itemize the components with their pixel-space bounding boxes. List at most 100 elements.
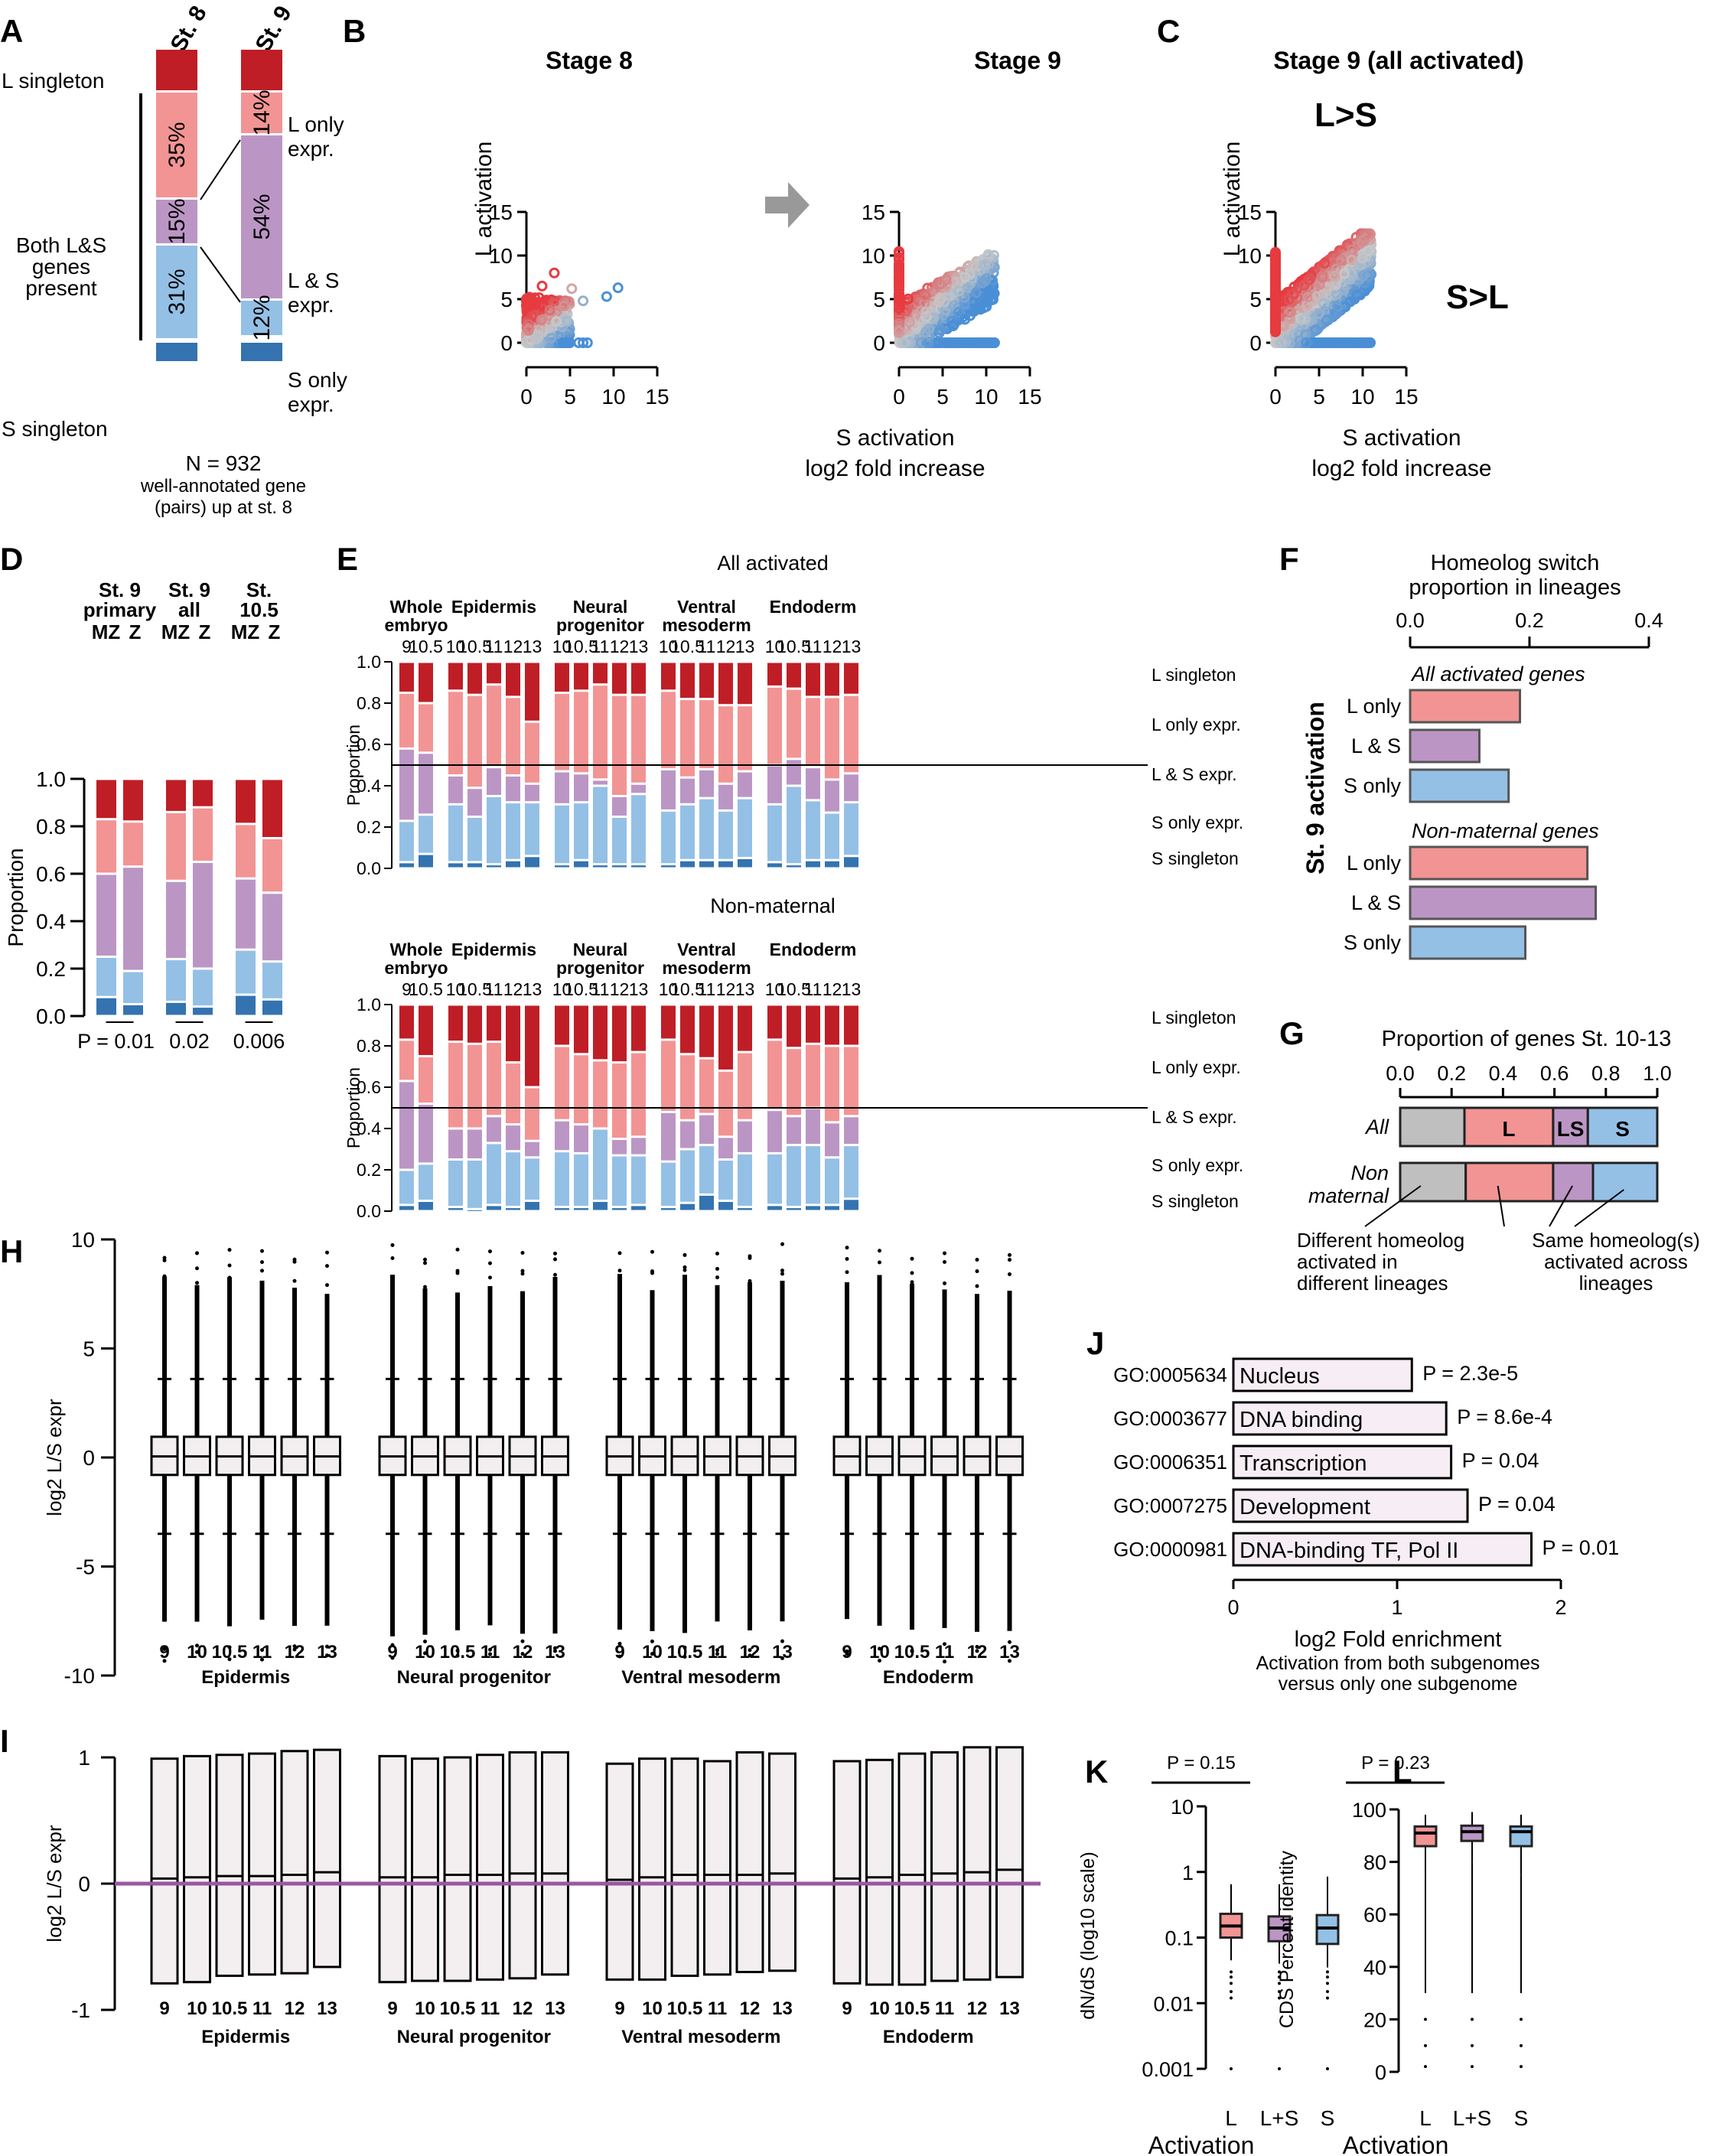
f-bar	[1409, 925, 1527, 960]
i-stage-label: 10.5	[667, 1998, 703, 2019]
i-box	[638, 1757, 666, 1981]
h-outlier-point	[748, 1255, 752, 1260]
i-y-tick-label: -1	[71, 1998, 90, 2022]
e-group-label: Neural	[573, 597, 628, 617]
e-bar-segment-s_singleton	[844, 857, 858, 868]
a-segment-percent: 31%	[165, 269, 190, 314]
e-bar-segment-ls	[419, 1105, 433, 1163]
e-bar-segment-l_singleton	[448, 1005, 463, 1041]
h-y-tick-label: -5	[76, 1555, 95, 1579]
d-p-value: 0.02	[169, 1030, 210, 1053]
e-stage-label: 13	[523, 979, 542, 999]
e-stage-label: 10.5	[777, 637, 811, 656]
e-bar-segment-s_only	[680, 805, 695, 859]
d-y-tick-label: 0.2	[36, 957, 66, 981]
b-stage8-point	[578, 295, 589, 307]
e-bar-segment-ls	[718, 1138, 733, 1158]
e-bar-segment-l_singleton	[467, 1005, 482, 1043]
f-category-label: L & S	[1351, 891, 1401, 914]
e-bar-segment-s_only	[506, 1152, 520, 1207]
i-stage-label: 13	[999, 1998, 1020, 2019]
b-stage9-x-tick-label: 10	[974, 385, 998, 409]
e-bar-segment-ls	[661, 770, 676, 809]
b-stage8-point	[562, 337, 574, 348]
d-bar-segment-l_singleton	[193, 780, 213, 806]
a-connector-bottom	[200, 246, 241, 303]
b-stage9-x-tick-label: 0	[893, 385, 905, 409]
h-outlier-point	[553, 1649, 557, 1653]
h-outlier-point	[553, 1257, 557, 1262]
e-stage-label: 11	[591, 637, 610, 656]
d-bar-segment-l_only	[166, 813, 186, 880]
panel-label-a: A	[0, 13, 23, 49]
e-group-label: Ventral	[677, 597, 736, 617]
d-bar-segment-l_only	[262, 839, 282, 892]
g-segment	[1552, 1161, 1595, 1203]
c-point	[1359, 230, 1370, 241]
e-bar-segment-l_only	[825, 698, 839, 779]
k-y-tick-label: 10	[1171, 1796, 1194, 1819]
f-x-tick-label: 0.2	[1515, 609, 1544, 632]
a-st8-L-singleton	[156, 50, 197, 90]
d-bar-segment-s_singleton	[166, 1002, 186, 1015]
e-bar-segment-s_only	[718, 811, 733, 859]
e-bar-segment-l_singleton	[825, 1005, 839, 1045]
l-outlier-point	[1424, 2044, 1427, 2047]
h-outlier-point	[325, 1644, 329, 1649]
h-outlier-point	[1008, 1640, 1011, 1644]
e-bar-segment-s_only	[738, 1154, 752, 1207]
i-stage-label: 13	[545, 1998, 565, 2019]
e-stage-label: 10.5	[458, 979, 492, 999]
e-bar-segment-ls	[555, 772, 569, 803]
h-outlier-point	[715, 1266, 719, 1271]
h-outlier-point	[878, 1249, 881, 1253]
g-segment-label: LS	[1557, 1117, 1585, 1141]
e-bar-segment-l_singleton	[787, 1005, 801, 1047]
e-bar-segment-l_singleton	[718, 1005, 733, 1070]
e-stage-label: 10	[659, 637, 679, 656]
h-outlier-point	[845, 1270, 849, 1275]
e-bar-segment-l_only	[844, 695, 858, 773]
e-bar-segment-s_singleton	[661, 1208, 676, 1210]
e-stage-label: 12	[716, 979, 736, 999]
h-outlier-point	[715, 1652, 719, 1656]
e-stage-label: 12	[610, 979, 630, 999]
panel-label-f: F	[1279, 541, 1299, 577]
h-outlier-point	[455, 1247, 460, 1252]
e-bar-segment-l_singleton	[419, 1005, 433, 1055]
h-outlier-point	[162, 1659, 167, 1663]
g-segment	[1399, 1161, 1468, 1203]
e-y-tick-label: 0.8	[357, 1036, 381, 1056]
k-p-value: P = 0.15	[1167, 1753, 1236, 1773]
c-point	[1319, 257, 1331, 269]
j-x-axis-sublabel: versus only one subgenome	[1279, 1673, 1518, 1695]
e-bar-segment-s_only	[487, 797, 501, 864]
e-bar-segment-l_singleton	[506, 1005, 520, 1062]
e-bar-segment-l_singleton	[767, 663, 782, 686]
e-bar-segment-l_only	[699, 700, 714, 768]
d-bar-segment-l_singleton	[262, 780, 282, 837]
i-box	[541, 1751, 569, 1976]
e-stage-label: 10	[765, 637, 785, 656]
h-stage-label: 12	[513, 1642, 533, 1663]
e-bar-segment-l_singleton	[555, 663, 569, 692]
e-bar-segment-ls	[787, 1117, 801, 1145]
a-footer: (pairs) up at st. 8	[155, 497, 292, 518]
i-group-label: Ventral mesoderm	[621, 2027, 780, 2047]
h-y-tick-label: 0	[83, 1446, 95, 1470]
h-outlier-point	[488, 1261, 492, 1265]
i-y-axis-label: log2 L/S expr	[43, 1825, 66, 1943]
k-outlier-point	[1230, 1996, 1233, 2000]
i-box	[280, 1750, 309, 1975]
e-bar-segment-l_singleton	[699, 663, 714, 699]
l-outlier-point	[1520, 2044, 1523, 2047]
e-legend-label: L singleton	[1152, 665, 1236, 685]
h-outlier-point	[780, 1269, 784, 1273]
k-outlier-point	[1326, 1990, 1329, 1994]
h-group-label: Neural progenitor	[397, 1667, 551, 1688]
h-outlier-point	[260, 1648, 264, 1653]
h-outlier-point	[1008, 1272, 1011, 1277]
g-x-tick-label: 0.4	[1489, 1062, 1518, 1085]
e-bar-segment-s_only	[661, 1162, 676, 1207]
